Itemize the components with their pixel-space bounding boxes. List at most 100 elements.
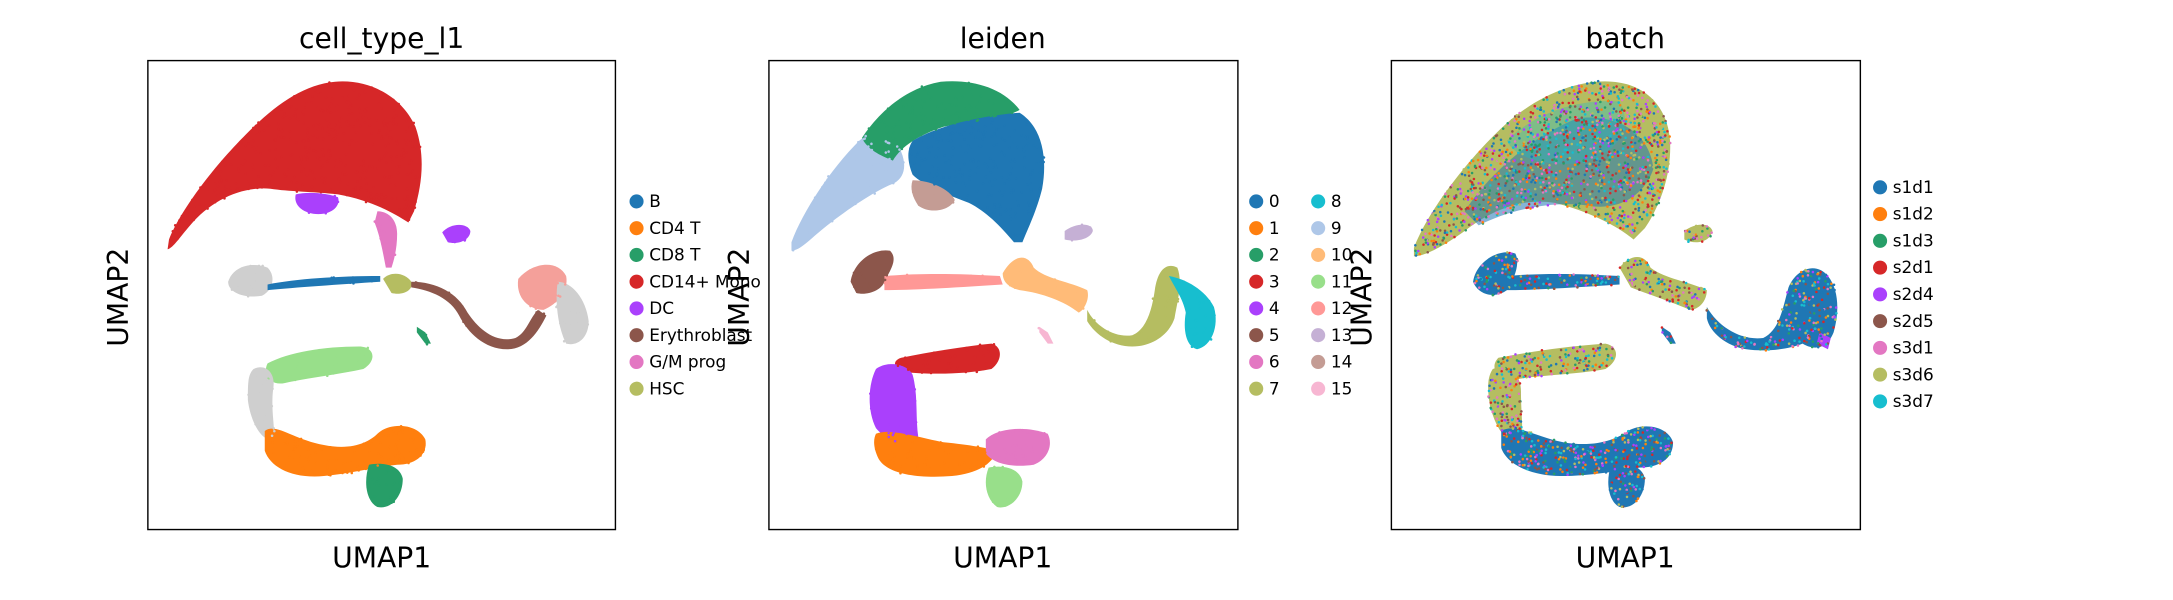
legend-label: s1d3 <box>1893 230 1934 250</box>
cell-point <box>1474 183 1478 186</box>
cell-point <box>1554 456 1558 459</box>
cell-point <box>930 165 934 169</box>
cell-point <box>1591 124 1594 128</box>
legend-marker <box>1311 274 1326 289</box>
cell-point <box>1574 284 1578 287</box>
legend-marker <box>1311 194 1326 209</box>
cell-point <box>1580 276 1583 280</box>
cell-point <box>1656 141 1659 144</box>
cell-point <box>1601 280 1604 283</box>
cell-point <box>413 138 417 141</box>
cell-point <box>1582 461 1585 464</box>
cell-point <box>1505 393 1509 397</box>
cell-point <box>1695 296 1699 300</box>
cell-point <box>900 408 903 411</box>
cell-point <box>1597 174 1601 177</box>
cell-point <box>1618 266 1622 269</box>
cell-point <box>1557 183 1561 187</box>
cell-point <box>1632 182 1635 185</box>
cell-point <box>867 150 871 153</box>
cell-point <box>1494 282 1497 285</box>
cell-point <box>1464 195 1468 198</box>
cell-point <box>1524 361 1527 365</box>
panel-batch: batch UMAP1 UMAP2 s1d1s1d2s1d3s2d1s2d4s2… <box>1346 22 1934 575</box>
cell-point <box>561 313 564 317</box>
cell-point <box>1646 427 1649 430</box>
cell-point <box>988 180 992 184</box>
cell-point <box>546 290 550 293</box>
cell-point <box>1631 211 1635 214</box>
cell-point <box>1522 161 1525 164</box>
cell-point <box>1664 119 1667 123</box>
cell-point <box>1677 294 1680 298</box>
cell-point <box>898 118 901 121</box>
cell-point <box>898 125 902 128</box>
cell-point <box>1559 468 1562 471</box>
cell-point <box>1417 249 1420 253</box>
cell-point <box>1657 178 1660 181</box>
cell-point <box>882 169 885 172</box>
cell-point <box>1074 307 1078 310</box>
cell-point <box>1439 214 1443 218</box>
cell-point <box>882 175 886 179</box>
cell-point <box>1798 295 1802 298</box>
cell-point <box>1590 456 1593 459</box>
cell-point <box>1533 175 1537 178</box>
cell-point <box>1811 340 1815 343</box>
cell-point <box>1530 159 1534 162</box>
cell-point <box>251 139 255 143</box>
cell-point <box>876 451 880 455</box>
cell-point <box>385 126 388 130</box>
cell-point <box>1082 290 1086 293</box>
cell-point <box>1777 323 1781 326</box>
cell-point <box>1535 468 1539 471</box>
cell-point <box>1522 375 1526 379</box>
cell-point <box>936 167 940 171</box>
cell-point <box>572 290 575 293</box>
cell-point <box>1587 91 1591 94</box>
cell-point <box>830 219 834 223</box>
cell-point <box>1607 86 1611 90</box>
cell-point <box>866 180 869 184</box>
cell-point <box>1705 225 1709 228</box>
cell-point <box>1566 473 1569 477</box>
cell-point <box>1008 135 1011 139</box>
cell-point <box>1532 172 1535 176</box>
cell-point <box>1538 449 1541 453</box>
cell-point <box>1003 182 1006 185</box>
cell-point <box>914 156 917 160</box>
cell-point <box>915 98 918 102</box>
cell-point <box>284 102 288 106</box>
cell-point <box>1487 395 1490 398</box>
cell-point <box>274 148 278 151</box>
cell-point <box>1648 141 1652 145</box>
cell-point <box>1766 346 1769 349</box>
cell-point <box>425 342 429 346</box>
cluster-14 <box>911 180 955 211</box>
cell-point <box>1562 183 1565 187</box>
cell-point <box>569 311 572 314</box>
cell-point <box>394 442 398 446</box>
cell-point <box>1521 463 1525 467</box>
cell-point <box>935 140 939 144</box>
cell-point <box>842 191 845 194</box>
cell-point <box>907 136 911 139</box>
cell-point <box>1075 287 1078 290</box>
cell-point <box>910 401 914 404</box>
cell-point <box>1657 171 1660 174</box>
cell-point <box>1120 336 1123 340</box>
cell-point <box>1478 187 1482 190</box>
cell-point <box>1646 171 1650 174</box>
cell-point <box>1538 148 1541 151</box>
cell-point <box>1623 448 1626 452</box>
cell-point <box>380 199 383 203</box>
cell-point <box>950 163 953 167</box>
cell-point <box>253 148 257 152</box>
cell-point <box>1593 351 1597 355</box>
cell-point <box>1624 484 1627 487</box>
cell-point <box>561 308 565 312</box>
cell-point <box>396 488 399 492</box>
cell-point <box>1632 494 1635 498</box>
cell-point <box>491 336 494 340</box>
cell-point <box>1562 110 1566 113</box>
